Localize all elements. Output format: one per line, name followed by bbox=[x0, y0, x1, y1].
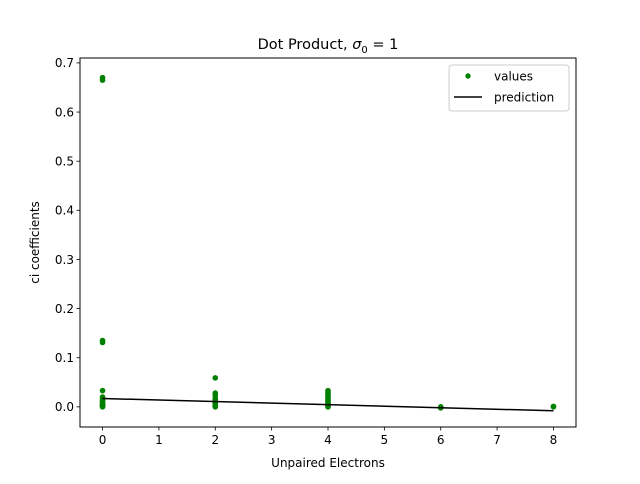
prediction-line bbox=[102, 397, 554, 412]
y-tick-label: 0.7 bbox=[55, 56, 74, 70]
legend-box bbox=[448, 64, 570, 112]
y-tick-label: 0.0 bbox=[55, 400, 74, 414]
y-axis-label: ci coefficients bbox=[28, 201, 42, 284]
series-layer bbox=[99, 74, 557, 412]
chart-title: Dot Product, σ0 = 1 bbox=[258, 37, 399, 56]
y-tick-label: 0.6 bbox=[55, 105, 74, 119]
x-tick-label: 7 bbox=[493, 433, 501, 447]
x-tick-label: 6 bbox=[437, 433, 445, 447]
y-tick-label: 0.4 bbox=[55, 204, 74, 218]
data-point bbox=[99, 77, 106, 83]
plot-frame bbox=[79, 57, 577, 428]
y-tick-label: 0.5 bbox=[55, 154, 74, 168]
x-tick-label: 5 bbox=[381, 433, 389, 447]
x-axis-label: Unpaired Electrons bbox=[271, 456, 385, 470]
data-point bbox=[325, 404, 331, 410]
data-point bbox=[212, 404, 219, 410]
x-tick-label: 2 bbox=[211, 433, 219, 447]
x-tick-label: 0 bbox=[99, 433, 107, 447]
legend-marker-values bbox=[465, 73, 471, 79]
y-axis-ticks: 0.0 0.1 0.2 0.3 0.4 0.5 0.6 0.7 bbox=[55, 56, 80, 414]
x-tick-label: 4 bbox=[324, 433, 332, 447]
plot-area bbox=[99, 74, 557, 412]
y-tick-label: 0.1 bbox=[55, 351, 74, 365]
data-point bbox=[99, 387, 106, 394]
legend-label-values: values bbox=[494, 70, 533, 84]
x-axis-ticks: 0 1 2 3 4 5 6 7 8 bbox=[99, 427, 558, 447]
data-point bbox=[550, 404, 557, 410]
data-point bbox=[99, 339, 106, 346]
x-tick-label: 1 bbox=[155, 433, 163, 447]
legend: values prediction bbox=[448, 64, 570, 112]
data-point bbox=[99, 404, 106, 410]
y-tick-label: 0.2 bbox=[55, 302, 74, 316]
y-tick-label: 0.3 bbox=[55, 253, 74, 267]
x-tick-label: 3 bbox=[268, 433, 276, 447]
legend-label-prediction: prediction bbox=[494, 91, 554, 105]
data-point bbox=[212, 375, 219, 381]
x-tick-label: 8 bbox=[550, 433, 558, 447]
